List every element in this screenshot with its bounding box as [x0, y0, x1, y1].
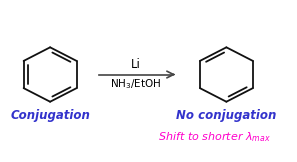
Text: NH$_3$/EtOH: NH$_3$/EtOH — [110, 77, 161, 91]
Text: Li: Li — [130, 58, 140, 71]
Text: Shift to shorter $\lambda_{max}$: Shift to shorter $\lambda_{max}$ — [158, 130, 271, 144]
Text: Conjugation: Conjugation — [10, 110, 90, 122]
Text: No conjugation: No conjugation — [176, 110, 277, 122]
